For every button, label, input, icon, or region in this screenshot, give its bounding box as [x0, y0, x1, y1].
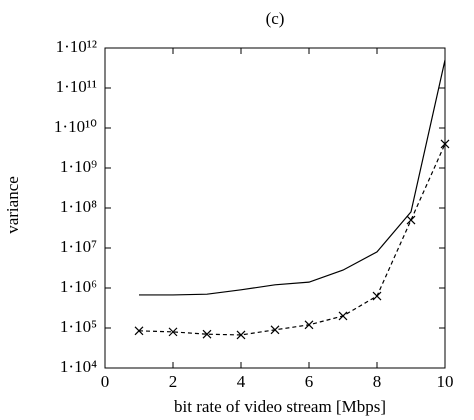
point-marker: [304, 320, 314, 330]
chart-title: (c): [266, 9, 285, 28]
point-marker: [134, 326, 144, 336]
x-tick-label: 6: [305, 372, 314, 391]
y-tick-label: 1·10⁹: [60, 157, 97, 176]
y-tick-label: 1·10¹²: [56, 37, 97, 56]
x-tick-label: 0: [101, 372, 110, 391]
x-tick-label: 2: [169, 372, 178, 391]
y-tick-label: 1·10⁷: [60, 237, 97, 256]
point-marker: [372, 291, 382, 301]
x-tick-label: 4: [237, 372, 246, 391]
y-tick-label: 1·10⁶: [60, 277, 97, 296]
plot-frame: [104, 47, 446, 369]
point-marker: [338, 311, 348, 321]
y-tick-label: 1·10⁵: [60, 317, 97, 336]
y-axis-label: variance: [3, 176, 22, 234]
series-line: [138, 143, 446, 336]
x-tick-label: 10: [437, 372, 454, 391]
point-marker: [168, 327, 178, 337]
y-tick-label: 1·10⁴: [60, 357, 97, 376]
x-axis-label: bit rate of video stream [Mbps]: [174, 397, 386, 416]
y-tick-label: 1·10¹⁰: [54, 117, 97, 136]
y-tick-label: 1·10¹¹: [56, 77, 97, 96]
point-marker: [406, 215, 416, 225]
y-tick-label: 1·10⁸: [60, 197, 97, 216]
x-tick-label: 8: [373, 372, 382, 391]
point-marker: [202, 329, 212, 339]
series-line: [139, 59, 446, 296]
point-marker: [270, 325, 280, 335]
point-marker: [236, 330, 246, 340]
point-marker: [440, 139, 450, 149]
